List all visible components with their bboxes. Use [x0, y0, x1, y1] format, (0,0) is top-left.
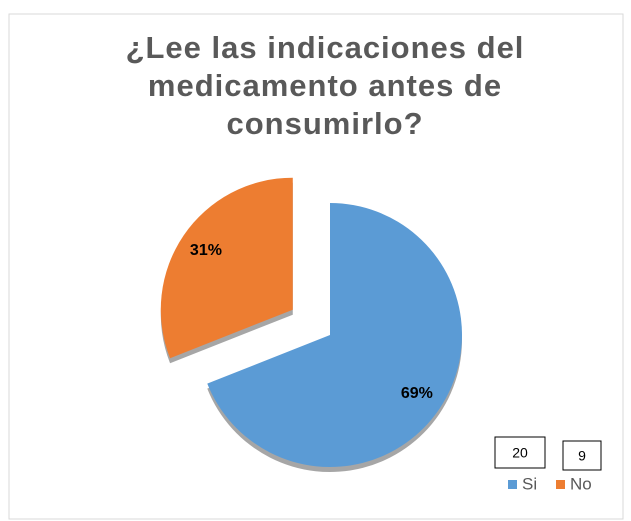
chart-title: medicamento antes de: [148, 68, 502, 103]
legend-swatch: [556, 480, 565, 489]
chart-title: ¿Lee las indicaciones del: [126, 30, 525, 65]
count-box: [494, 436, 546, 469]
legend-label: Si: [522, 474, 537, 493]
legend-swatch: [508, 480, 517, 489]
count-label: 20: [512, 445, 528, 461]
pie-slice: [160, 177, 293, 359]
count-label: 9: [578, 448, 586, 464]
count-box: [562, 440, 602, 471]
pie-slice: [207, 203, 463, 467]
data-label: 69%: [401, 385, 433, 402]
data-label: 31%: [190, 242, 222, 259]
chart-title: consumirlo?: [226, 106, 423, 141]
legend-label: No: [570, 474, 592, 493]
